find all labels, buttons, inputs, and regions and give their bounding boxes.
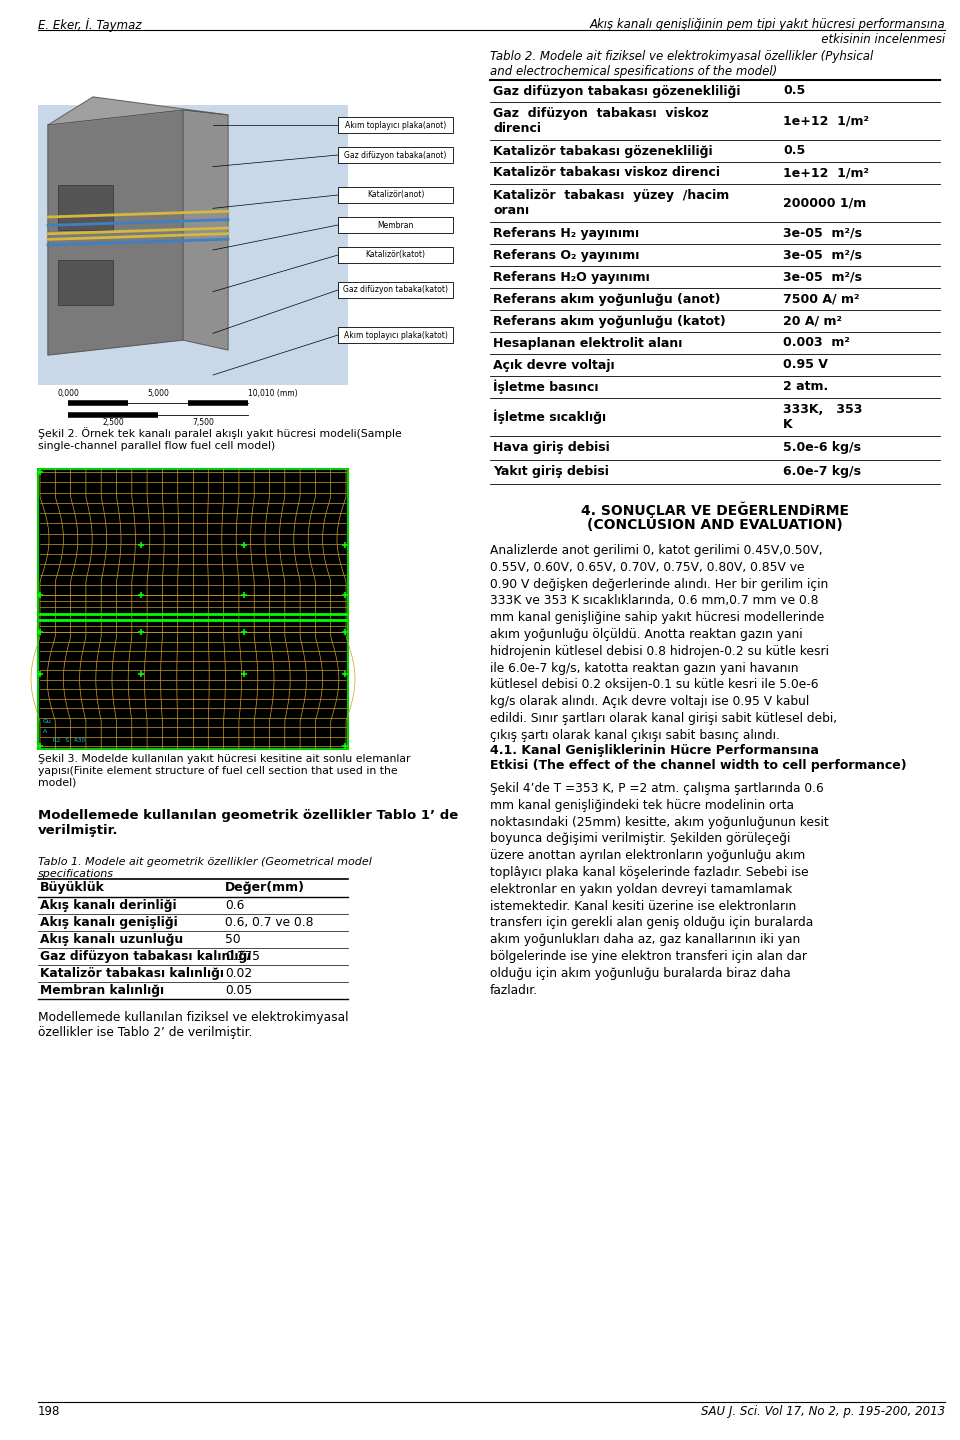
Text: Analizlerde anot gerilimi 0, katot gerilimi 0.45V,0.50V,
0.55V, 0.60V, 0.65V, 0.: Analizlerde anot gerilimi 0, katot geril… <box>490 544 837 742</box>
Text: İşletme basıncı: İşletme basıncı <box>493 380 598 395</box>
Text: 10,010 (mm): 10,010 (mm) <box>248 389 298 397</box>
Bar <box>338 217 453 233</box>
Text: 50: 50 <box>225 933 241 946</box>
Text: Akış kanalı derinliği: Akış kanalı derinliği <box>40 899 177 912</box>
Text: Referans H₂ yayınımı: Referans H₂ yayınımı <box>493 226 639 239</box>
Text: 2 atm.: 2 atm. <box>783 380 828 393</box>
Text: Akış kanalı genişliğinin pem tipi yakıt hücresi performansına
                  : Akış kanalı genişliğinin pem tipi yakıt … <box>589 17 945 46</box>
Polygon shape <box>183 109 228 350</box>
Text: Gaz difüzyon tabakası gözenekliliği: Gaz difüzyon tabakası gözenekliliği <box>493 85 740 98</box>
Polygon shape <box>48 109 183 356</box>
Text: Akış kanalı uzunluğu: Akış kanalı uzunluğu <box>40 933 183 946</box>
Text: E. Eker, İ. Taymaz: E. Eker, İ. Taymaz <box>38 17 141 32</box>
Bar <box>338 248 453 264</box>
Text: 3e-05  m²/s: 3e-05 m²/s <box>783 271 862 284</box>
Polygon shape <box>48 96 228 125</box>
Text: Yakıt giriş debisi: Yakıt giriş debisi <box>493 465 609 478</box>
Text: 0.02: 0.02 <box>225 968 252 981</box>
Text: 198: 198 <box>38 1405 60 1418</box>
Text: 1e+12  1/m²: 1e+12 1/m² <box>783 167 869 180</box>
Text: Hesaplanan elektrolit alanı: Hesaplanan elektrolit alanı <box>493 337 683 350</box>
Bar <box>338 147 453 163</box>
Text: 3e-05  m²/s: 3e-05 m²/s <box>783 249 862 262</box>
Text: 0,000: 0,000 <box>57 389 79 397</box>
Bar <box>338 187 453 203</box>
Text: 7500 A/ m²: 7500 A/ m² <box>783 292 859 305</box>
Text: Akım toplayıcı plaka(anot): Akım toplayıcı plaka(anot) <box>345 121 446 130</box>
Text: 0.05: 0.05 <box>225 984 252 996</box>
Text: (CONCLUSION AND EVALUATION): (CONCLUSION AND EVALUATION) <box>588 518 843 531</box>
Text: 0.6, 0.7 ve 0.8: 0.6, 0.7 ve 0.8 <box>225 916 314 929</box>
Text: 7,500: 7,500 <box>192 418 214 428</box>
Text: Şekil 3. Modelde kullanılan yakıt hücresi kesitine ait sonlu elemanlar
yapısı(Fi: Şekil 3. Modelde kullanılan yakıt hücres… <box>38 755 411 788</box>
Text: Şekil 4’de T =353 K, P =2 atm. çalışma şartlarında 0.6
mm kanal genişliğindeki t: Şekil 4’de T =353 K, P =2 atm. çalışma ş… <box>490 782 828 996</box>
Text: Membran kalınlığı: Membran kalınlığı <box>40 984 164 996</box>
Text: 200000 1/m: 200000 1/m <box>783 196 866 209</box>
Text: Modellemede kullanılan fiziksel ve elektrokimyasal
özellikler ise Tablo 2’ de ve: Modellemede kullanılan fiziksel ve elekt… <box>38 1011 348 1040</box>
Bar <box>338 282 453 298</box>
Text: Gu: Gu <box>43 719 52 724</box>
Text: Katalizör tabakası viskoz direnci: Katalizör tabakası viskoz direnci <box>493 167 720 180</box>
Text: 5,000: 5,000 <box>147 389 169 397</box>
Text: R2   S   R30: R2 S R30 <box>53 737 85 743</box>
Text: 333K,   353
K: 333K, 353 K <box>783 403 862 431</box>
Text: SAU J. Sci. Vol 17, No 2, p. 195-200, 2013: SAU J. Sci. Vol 17, No 2, p. 195-200, 20… <box>701 1405 945 1418</box>
Bar <box>58 261 113 305</box>
Text: Referans akım yoğunluğu (anot): Referans akım yoğunluğu (anot) <box>493 292 721 305</box>
Bar <box>338 327 453 343</box>
Text: Gaz  difüzyon  tabakası  viskoz
direnci: Gaz difüzyon tabakası viskoz direnci <box>493 107 708 135</box>
Text: Membran: Membran <box>377 220 414 229</box>
Text: Gaz difüzyon tabakası kalınlığı: Gaz difüzyon tabakası kalınlığı <box>40 950 252 963</box>
Text: 0.5: 0.5 <box>783 144 805 157</box>
Text: Tablo 1. Modele ait geometrik özellikler (Geometrical model
specifications: Tablo 1. Modele ait geometrik özellikler… <box>38 857 372 878</box>
Text: Akım toplayıcı plaka(katot): Akım toplayıcı plaka(katot) <box>344 331 447 340</box>
Text: Referans H₂O yayınımı: Referans H₂O yayınımı <box>493 271 650 284</box>
Text: 20 A/ m²: 20 A/ m² <box>783 314 842 327</box>
Text: 0.003  m²: 0.003 m² <box>783 337 850 350</box>
Text: Katalizör  tabakası  yüzey  /hacim
oranı: Katalizör tabakası yüzey /hacim oranı <box>493 189 730 217</box>
Text: Katalizör(anot): Katalizör(anot) <box>367 190 424 200</box>
Text: 6.0e-7 kg/s: 6.0e-7 kg/s <box>783 465 861 478</box>
Text: Katalizör tabakası kalınlığı: Katalizör tabakası kalınlığı <box>40 968 224 981</box>
Text: Etkisi (The effect of the channel width to cell performance): Etkisi (The effect of the channel width … <box>490 759 906 772</box>
Bar <box>58 184 113 230</box>
Bar <box>38 469 348 749</box>
Text: 5.0e-6 kg/s: 5.0e-6 kg/s <box>783 442 861 455</box>
Text: Gaz difüzyon tabaka(katot): Gaz difüzyon tabaka(katot) <box>343 285 448 295</box>
Text: 4. SONUÇLAR VE DEĞERLENDiRME: 4. SONUÇLAR VE DEĞERLENDiRME <box>581 503 849 518</box>
Text: 0.175: 0.175 <box>225 950 260 963</box>
Text: 0.6: 0.6 <box>225 899 245 912</box>
Text: A: A <box>43 729 47 734</box>
Text: Referans akım yoğunluğu (katot): Referans akım yoğunluğu (katot) <box>493 314 726 327</box>
Text: Referans O₂ yayınımı: Referans O₂ yayınımı <box>493 249 639 262</box>
Text: Katalizör tabakası gözenekliliği: Katalizör tabakası gözenekliliği <box>493 144 712 157</box>
Text: Tablo 2. Modele ait fiziksel ve elektrokimyasal özellikler (Pyhsical
and electro: Tablo 2. Modele ait fiziksel ve elektrok… <box>490 50 874 78</box>
Text: Açık devre voltajı: Açık devre voltajı <box>493 359 614 372</box>
Text: İşletme sıcaklığı: İşletme sıcaklığı <box>493 410 606 425</box>
Text: Hava giriş debisi: Hava giriş debisi <box>493 442 610 455</box>
Text: 3e-05  m²/s: 3e-05 m²/s <box>783 226 862 239</box>
Text: Büyüklük: Büyüklük <box>40 881 105 894</box>
Text: 0.5: 0.5 <box>783 85 805 98</box>
Bar <box>38 105 348 384</box>
Text: 0.95 V: 0.95 V <box>783 359 828 372</box>
Text: Değer(mm): Değer(mm) <box>225 881 305 894</box>
Text: 2,500: 2,500 <box>102 418 124 428</box>
Text: Katalizör(katot): Katalizör(katot) <box>366 251 425 259</box>
Text: Gaz difüzyon tabaka(anot): Gaz difüzyon tabaka(anot) <box>345 151 446 160</box>
Text: Şekil 2. Örnek tek kanalı paralel akışlı yakıt hücresi modeli(Sample
single-chan: Şekil 2. Örnek tek kanalı paralel akışlı… <box>38 428 401 451</box>
Text: Modellemede kullanılan geometrik özellikler Tablo 1’ de
verilmiştir.: Modellemede kullanılan geometrik özellik… <box>38 809 458 837</box>
Bar <box>338 117 453 132</box>
Text: Akış kanalı genişliği: Akış kanalı genişliği <box>40 916 178 929</box>
Text: 4.1. Kanal Genişliklerinin Hücre Performansına: 4.1. Kanal Genişliklerinin Hücre Perform… <box>490 744 819 757</box>
Text: 1e+12  1/m²: 1e+12 1/m² <box>783 115 869 128</box>
